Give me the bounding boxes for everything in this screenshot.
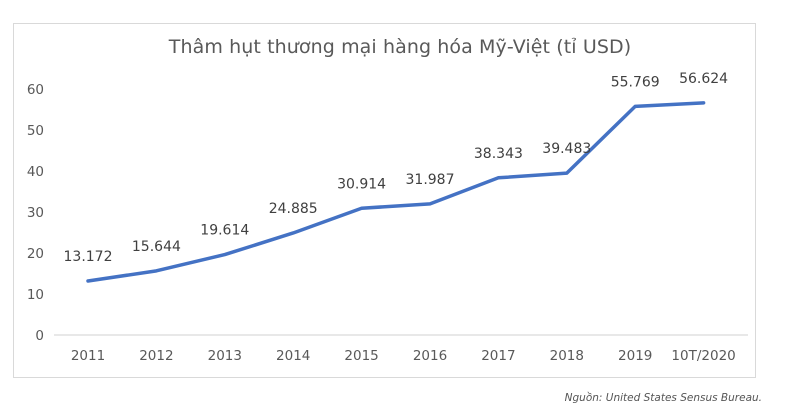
y-tick-label: 10	[27, 287, 44, 303]
data-label: 13.172	[64, 249, 113, 265]
y-tick-label: 50	[27, 123, 44, 139]
y-tick-label: 40	[27, 164, 44, 180]
y-tick-label: 0	[35, 328, 44, 344]
chart-frame	[13, 23, 756, 378]
x-tick-label: 2013	[208, 348, 242, 364]
source-note: Nguồn: United States Sensus Bureau.	[564, 392, 762, 404]
x-tick-label: 2012	[139, 348, 173, 364]
series-line	[86, 101, 706, 283]
y-tick-label: 20	[27, 246, 44, 262]
x-tick-label: 2015	[344, 348, 378, 364]
data-label: 38.343	[474, 146, 523, 162]
x-tick-label: 2014	[276, 348, 310, 364]
data-label: 15.644	[132, 239, 181, 255]
x-axis: 2011 2012 2013 2014 2015 2016 2017 2018 2019 10T/…	[71, 348, 736, 364]
x-tick-label: 10T/2020	[671, 348, 735, 364]
data-label: 30.914	[337, 176, 386, 192]
x-tick-label: 2016	[413, 348, 447, 364]
chart-title: Thâm hụt thương mại hàng hóa Mỹ-Việt (tỉ…	[168, 36, 632, 58]
x-tick-label: 2019	[618, 348, 652, 364]
data-label: 39.483	[542, 141, 591, 157]
y-axis: 0 10 20 30 40 50 60	[27, 82, 44, 344]
y-tick-label: 30	[27, 205, 44, 221]
data-label: 19.614	[200, 223, 249, 239]
data-label: 56.624	[679, 71, 728, 87]
data-label: 31.987	[406, 172, 455, 188]
x-tick-label: 2011	[71, 348, 105, 364]
x-tick-label: 2017	[481, 348, 515, 364]
x-tick-label: 2018	[550, 348, 584, 364]
data-label: 24.885	[269, 201, 318, 217]
data-labels: 13.172 15.644 19.614 24.885 30.914 31.987 38.3…	[64, 71, 729, 265]
data-label: 55.769	[611, 74, 660, 90]
y-tick-label: 60	[27, 82, 44, 98]
